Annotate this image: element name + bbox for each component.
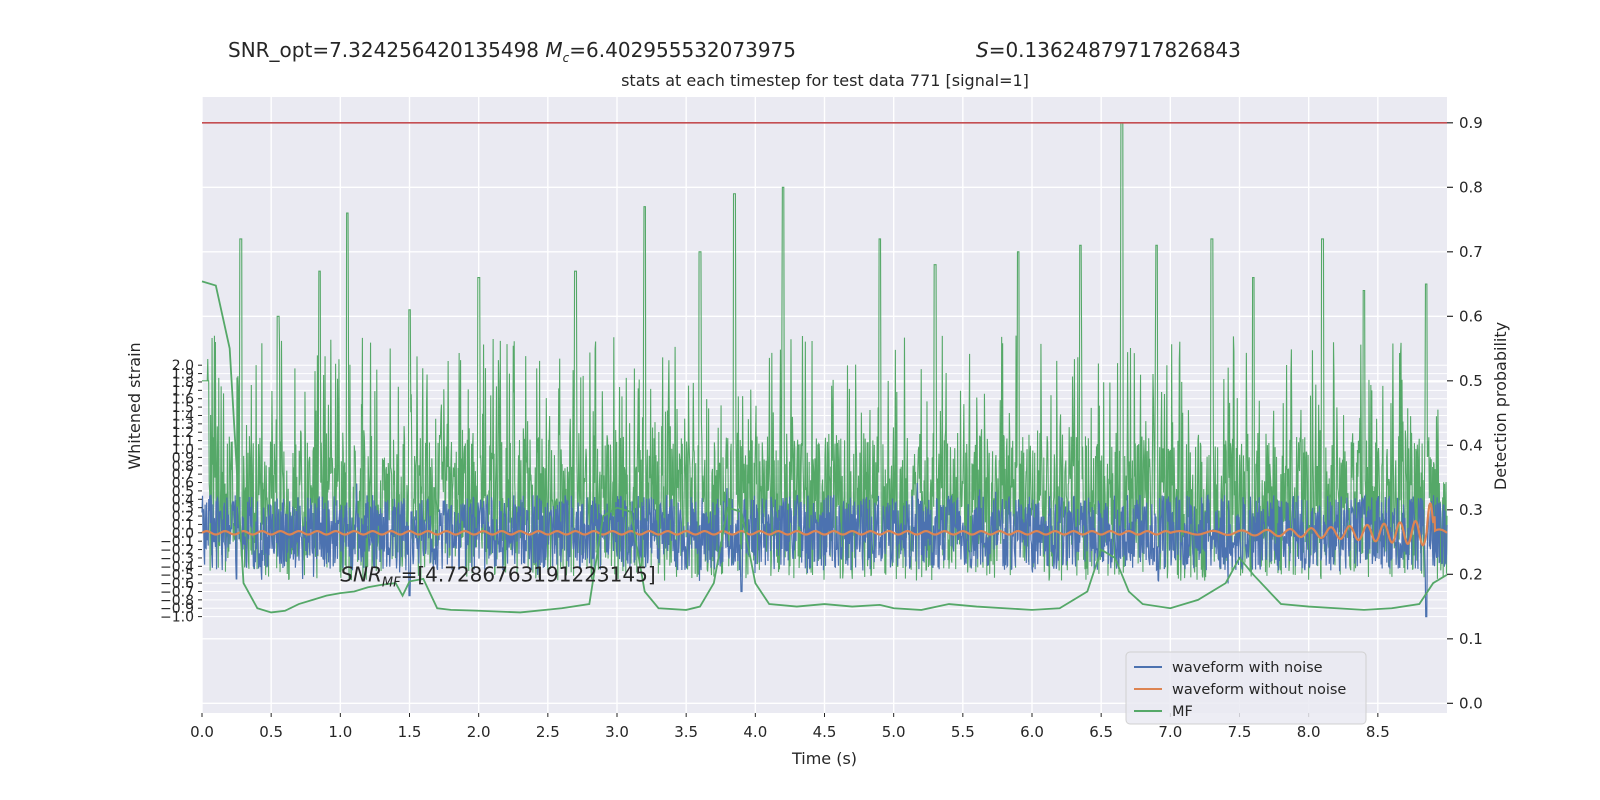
y-left-tick-label-3: −0.7 <box>160 584 194 600</box>
y-right-tick-label-6: 0.6 <box>1459 307 1483 325</box>
mc-value: =6.402955532073975 <box>569 38 796 62</box>
x-tick-label-15: 7.5 <box>1228 723 1252 741</box>
s-value-text: =0.13624879717826843 <box>988 38 1241 62</box>
y-left-tick-label-16: 0.6 <box>172 476 194 492</box>
mc-sub: c <box>562 51 570 65</box>
y-right-tick-label-3: 0.3 <box>1459 501 1483 519</box>
snr-mf-symbol: SNR <box>340 562 382 586</box>
x-tick-label-5: 2.5 <box>536 723 560 741</box>
y-left-tick-label-2: −0.8 <box>160 593 194 609</box>
y-left-tick-label-15: 0.5 <box>172 484 194 500</box>
y-left-tick-label-29: 1.9 <box>172 367 194 383</box>
y-left-axis-label: Whitened strain <box>125 342 144 469</box>
x-tick-label-17: 8.5 <box>1366 723 1390 741</box>
y-left-tick-label-5: −0.5 <box>160 568 194 584</box>
y-right-tick-label-5: 0.5 <box>1459 372 1483 390</box>
x-tick-label-9: 4.5 <box>813 723 837 741</box>
y-left-tick-label-20: 1.0 <box>172 442 194 458</box>
snr-mf-sub: MF <box>382 575 401 590</box>
legend-label-1: waveform without noise <box>1172 682 1346 698</box>
y-left-tick-label-11: 0.1 <box>172 517 194 533</box>
y-left-tick-label-14: 0.4 <box>172 492 194 508</box>
x-tick-label-1: 0.5 <box>259 723 283 741</box>
y-left-tick-label-12: 0.2 <box>172 509 194 525</box>
x-tick-label-4: 2.0 <box>467 723 491 741</box>
x-tick-label-16: 8.0 <box>1297 723 1321 741</box>
x-tick-label-6: 3.0 <box>605 723 629 741</box>
x-tick-label-8: 4.0 <box>743 723 767 741</box>
chart-title: stats at each timestep for test data 771… <box>621 71 1029 90</box>
y-left-tick-label-13: 0.3 <box>172 501 194 517</box>
x-tick-label-10: 5.0 <box>882 723 906 741</box>
legend-box <box>1125 651 1367 725</box>
y-left-tick-label-24: 1.4 <box>172 408 194 424</box>
series-mf <box>201 280 1448 614</box>
x-tick-label-7: 3.5 <box>674 723 698 741</box>
x-tick-label-2: 1.0 <box>328 723 352 741</box>
snr-mf-annotation: SNRMF=[4.7286763191223145] <box>340 562 655 590</box>
x-tick-label-3: 1.5 <box>398 723 422 741</box>
series-waveform-with-noise <box>201 482 1448 618</box>
y-left-tick-label-30: 2.0 <box>172 358 194 374</box>
y-left-tick-label-1: −0.9 <box>160 601 194 617</box>
y-left-tick-label-27: 1.7 <box>172 383 194 399</box>
y-left-tick-label-25: 1.5 <box>172 400 194 416</box>
y-left-tick-label-6: −0.4 <box>160 559 194 575</box>
y-left-tick-label-17: 0.7 <box>172 467 194 483</box>
y-left-tick-label-23: 1.3 <box>172 417 194 433</box>
y-left-tick-label-10: 0.0 <box>172 526 194 542</box>
header-s-value: S=0.13624879717826843 <box>976 38 1241 62</box>
y-left-tick-label-8: −0.2 <box>160 543 194 559</box>
y-right-tick-label-2: 0.2 <box>1459 565 1483 583</box>
y-right-tick-label-7: 0.7 <box>1459 243 1483 261</box>
y-left-tick-label-19: 0.9 <box>172 450 194 466</box>
y-left-tick-label-0: −1.0 <box>160 610 194 626</box>
header-snr-opt: SNR_opt=7.324256420135498 Mc=6.402955532… <box>228 38 796 65</box>
y-right-tick-label-0: 0.0 <box>1459 694 1483 712</box>
y-right-tick-label-9: 0.9 <box>1459 114 1483 132</box>
y-left-tick-label-18: 0.8 <box>172 459 194 475</box>
y-left-tick-label-4: −0.6 <box>160 576 194 592</box>
x-tick-label-0: 0.0 <box>190 723 214 741</box>
x-tick-label-11: 5.5 <box>951 723 975 741</box>
y-left-tick-label-21: 1.1 <box>172 434 194 450</box>
y-right-axis-label: Detection probability <box>1491 322 1510 490</box>
y-left-tick-label-7: −0.3 <box>160 551 194 567</box>
y-left-tick-label-26: 1.6 <box>172 392 194 408</box>
x-tick-label-12: 6.0 <box>1020 723 1044 741</box>
y-left-tick-label-28: 1.8 <box>172 375 194 391</box>
series-waveform-without-noise <box>201 502 1448 547</box>
y-right-tick-label-4: 0.4 <box>1459 436 1483 454</box>
legend-label-0: waveform with noise <box>1172 660 1323 676</box>
legend-label-2: MF <box>1172 704 1193 720</box>
y-left-tick-label-9: −0.1 <box>160 534 194 550</box>
s-symbol: S <box>976 38 989 62</box>
mc-symbol: M <box>545 38 563 62</box>
snr-mf-value: =[4.7286763191223145] <box>401 562 656 586</box>
x-tick-label-14: 7.0 <box>1158 723 1182 741</box>
y-right-tick-label-1: 0.1 <box>1459 630 1483 648</box>
x-axis-label: Time (s) <box>791 749 857 768</box>
x-tick-label-13: 6.5 <box>1089 723 1113 741</box>
snr-opt-text: SNR_opt=7.324256420135498 <box>228 38 540 62</box>
y-right-tick-label-8: 0.8 <box>1459 178 1483 196</box>
y-left-tick-label-22: 1.2 <box>172 425 194 441</box>
